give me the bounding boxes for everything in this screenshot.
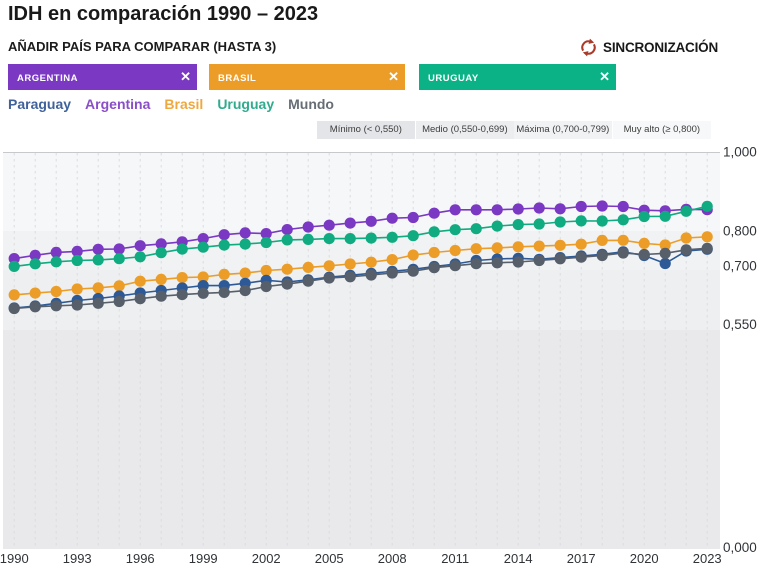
svg-text:0,550: 0,550 <box>723 317 757 332</box>
svg-text:1999: 1999 <box>189 551 218 566</box>
svg-text:2023: 2023 <box>693 551 722 566</box>
svg-text:1993: 1993 <box>63 551 92 566</box>
svg-text:1,000: 1,000 <box>723 145 757 160</box>
svg-text:2020: 2020 <box>630 551 659 566</box>
svg-text:0,000: 0,000 <box>723 540 757 555</box>
svg-text:0,800: 0,800 <box>723 224 757 239</box>
svg-text:0,700: 0,700 <box>723 259 757 274</box>
svg-text:2005: 2005 <box>315 551 344 566</box>
svg-text:1996: 1996 <box>126 551 155 566</box>
svg-text:2002: 2002 <box>252 551 281 566</box>
svg-text:2008: 2008 <box>378 551 407 566</box>
svg-text:2014: 2014 <box>504 551 533 566</box>
svg-text:1990: 1990 <box>0 551 29 566</box>
svg-text:2017: 2017 <box>567 551 596 566</box>
svg-text:2011: 2011 <box>441 551 469 566</box>
